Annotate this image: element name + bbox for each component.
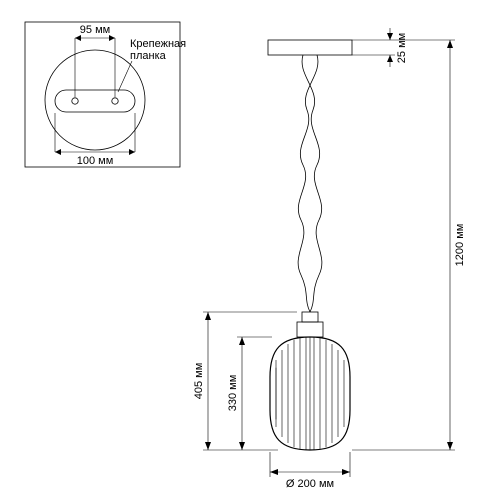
dimensions: 25 мм 1200 мм 405 мм 330 мм Ø 200 мм bbox=[193, 28, 466, 490]
inset-dim-100: 100 мм bbox=[77, 155, 114, 167]
dim-canopy-height: 25 мм bbox=[396, 33, 408, 63]
lamp-elevation bbox=[268, 40, 352, 450]
inset-dim-95: 95 мм bbox=[80, 24, 110, 36]
dim-diameter: Ø 200 мм bbox=[286, 478, 334, 490]
dim-total-height: 1200 мм bbox=[454, 224, 466, 267]
dim-shade-overall: 405 мм bbox=[193, 363, 205, 400]
dim-shade-body: 330 мм bbox=[227, 375, 239, 412]
inset-plate-label-2: планка bbox=[130, 50, 167, 62]
diagram-canvas: 95 мм Крепежная планка 100 мм bbox=[0, 0, 500, 500]
inset-panel: 95 мм Крепежная планка 100 мм bbox=[25, 22, 186, 167]
inset-plate-label-1: Крепежная bbox=[130, 38, 186, 50]
